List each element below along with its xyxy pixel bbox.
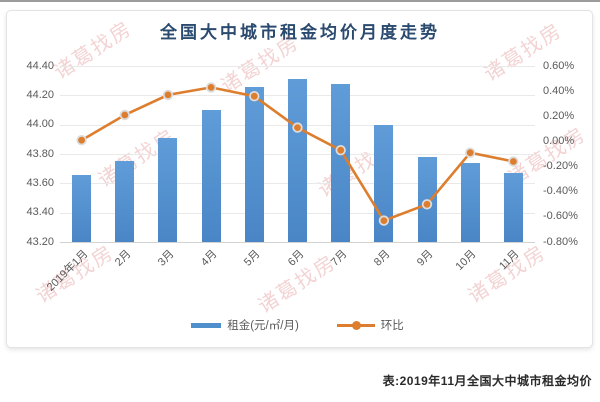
left-axis-tick: 43.20: [26, 235, 54, 248]
rent-bar: [244, 87, 264, 242]
legend-mom-label: 环比: [380, 320, 404, 332]
mom-trend-line: [80, 86, 514, 223]
rent-bar: [115, 161, 135, 242]
legend-item-mom: 环比: [336, 317, 404, 333]
mom-data-point: [249, 91, 260, 102]
mom-swatch-dot-icon: [351, 320, 361, 330]
right-axis-tick: 0.40%: [543, 84, 575, 97]
rent-bar: [201, 110, 221, 242]
right-axis-tick: -0.40%: [543, 185, 578, 198]
gridline: [60, 66, 535, 67]
rent-bar: [288, 79, 307, 242]
right-axis-tick: -0.20%: [543, 160, 578, 173]
rent-bar: [158, 138, 178, 242]
left-axis-tick: 43.40: [26, 206, 54, 219]
rent-series-swatch: [191, 322, 222, 328]
left-axis-tick: 44.40: [26, 59, 54, 72]
table-caption: 表:2019年11月全国大中城市租金均价: [382, 374, 592, 388]
left-axis-tick: 44.00: [26, 118, 54, 131]
mom-data-point: [162, 89, 174, 101]
mom-series-swatch: [336, 320, 375, 330]
mom-data-point: [76, 134, 87, 146]
mom-data-point: [335, 144, 346, 156]
rent-bar: [503, 173, 523, 242]
right-axis-tick: -0.80%: [543, 235, 578, 248]
mom-data-point: [119, 109, 131, 121]
legend-item-rent: 租金(元/㎡/月): [191, 317, 299, 333]
mom-data-point: [292, 122, 303, 133]
rent-bar: [331, 84, 351, 242]
gridline: [60, 242, 535, 243]
left-axis-tick: 43.80: [26, 147, 54, 160]
right-axis-tick: -0.60%: [543, 210, 578, 223]
right-axis-tick: 0.00%: [543, 134, 575, 147]
rent-bar: [72, 175, 92, 242]
top-divider: [0, 0, 600, 2]
legend: 租金(元/㎡/月) 环比: [60, 317, 535, 333]
legend-rent-label: 租金(元/㎡/月): [227, 320, 299, 332]
mom-data-point: [421, 199, 433, 210]
left-axis-tick: 44.20: [26, 88, 54, 101]
right-axis-tick: 0.60%: [543, 59, 575, 72]
mom-line-layer: [76, 82, 519, 226]
mom-data-point: [205, 82, 217, 93]
mom-data-point: [508, 156, 519, 167]
rent-bar: [460, 163, 480, 242]
mom-data-point: [465, 147, 476, 158]
chart-title: 全国大中城市租金均价月度走势: [160, 23, 440, 42]
mom-data-point: [378, 215, 390, 226]
right-axis-tick: 0.20%: [543, 109, 575, 122]
plot-area: [60, 66, 535, 243]
left-axis-tick: 43.60: [26, 176, 54, 189]
